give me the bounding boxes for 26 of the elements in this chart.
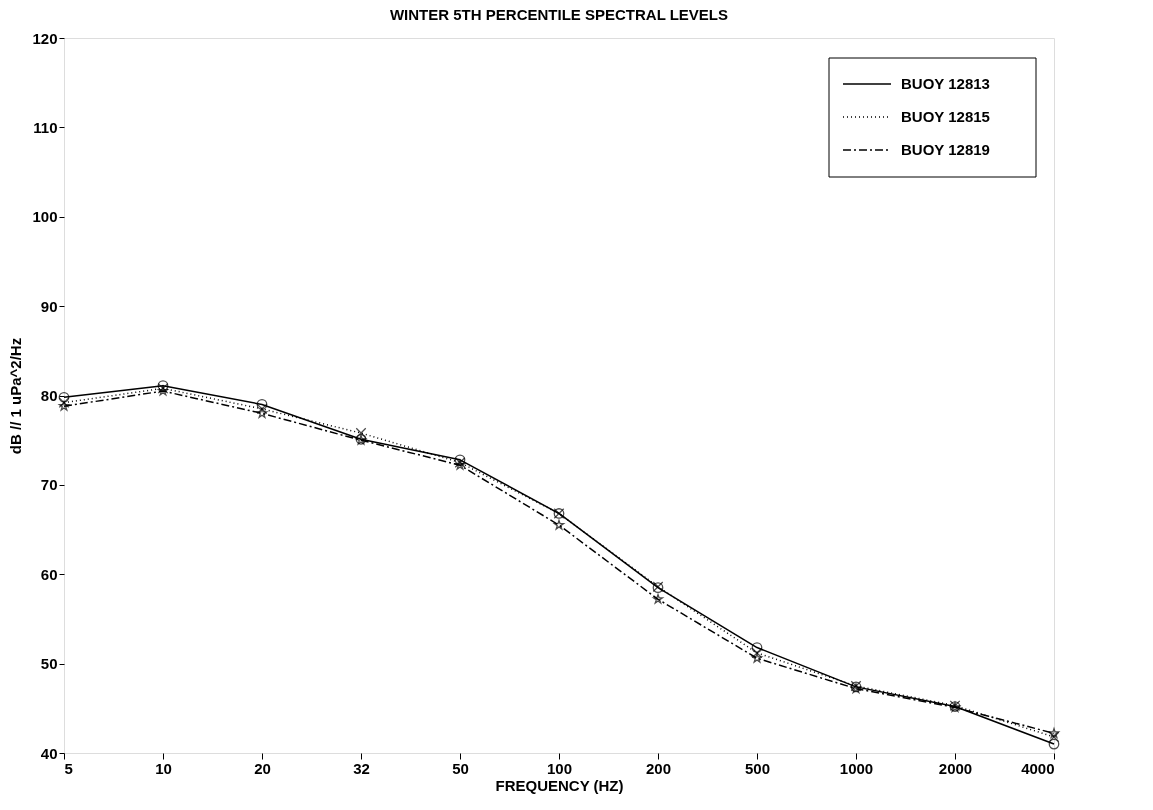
x-tick-label: 1000	[839, 759, 874, 777]
y-tick-label: 90	[40, 297, 58, 315]
y-tick-label: 100	[32, 208, 58, 226]
x-tick-label: 500	[744, 759, 771, 777]
y-tick-label: 40	[40, 744, 58, 762]
y-tick-label: 70	[40, 476, 58, 494]
legend-label: BUOY 12819	[901, 141, 990, 158]
x-tick-label: 5	[64, 759, 73, 777]
y-tick-label: 120	[32, 29, 58, 47]
legend-label: BUOY 12813	[901, 75, 990, 92]
chart-title: WINTER 5TH PERCENTILE SPECTRAL LEVELS	[389, 6, 729, 23]
x-axis-title: FREQUENCY (HZ)	[495, 776, 624, 794]
y-tick-label: 60	[40, 565, 58, 583]
x-tick-label: 4000	[1021, 759, 1055, 777]
x-tick-label: 10	[155, 759, 172, 777]
y-axis-title: dB // 1 uPa^2/Hz	[7, 337, 25, 455]
x-tick-label: 2000	[938, 759, 973, 777]
y-tick-label: 80	[40, 387, 58, 404]
y-tick-label: 110	[33, 118, 58, 136]
x-tick-label: 200	[645, 759, 672, 777]
x-tick-label: 50	[452, 759, 469, 777]
legend-label: BUOY 12815	[901, 108, 990, 125]
y-tick-label: 50	[40, 655, 58, 673]
x-tick-label: 20	[254, 759, 271, 777]
x-tick-label: 100	[546, 759, 573, 777]
x-tick-label: 32	[353, 759, 370, 777]
